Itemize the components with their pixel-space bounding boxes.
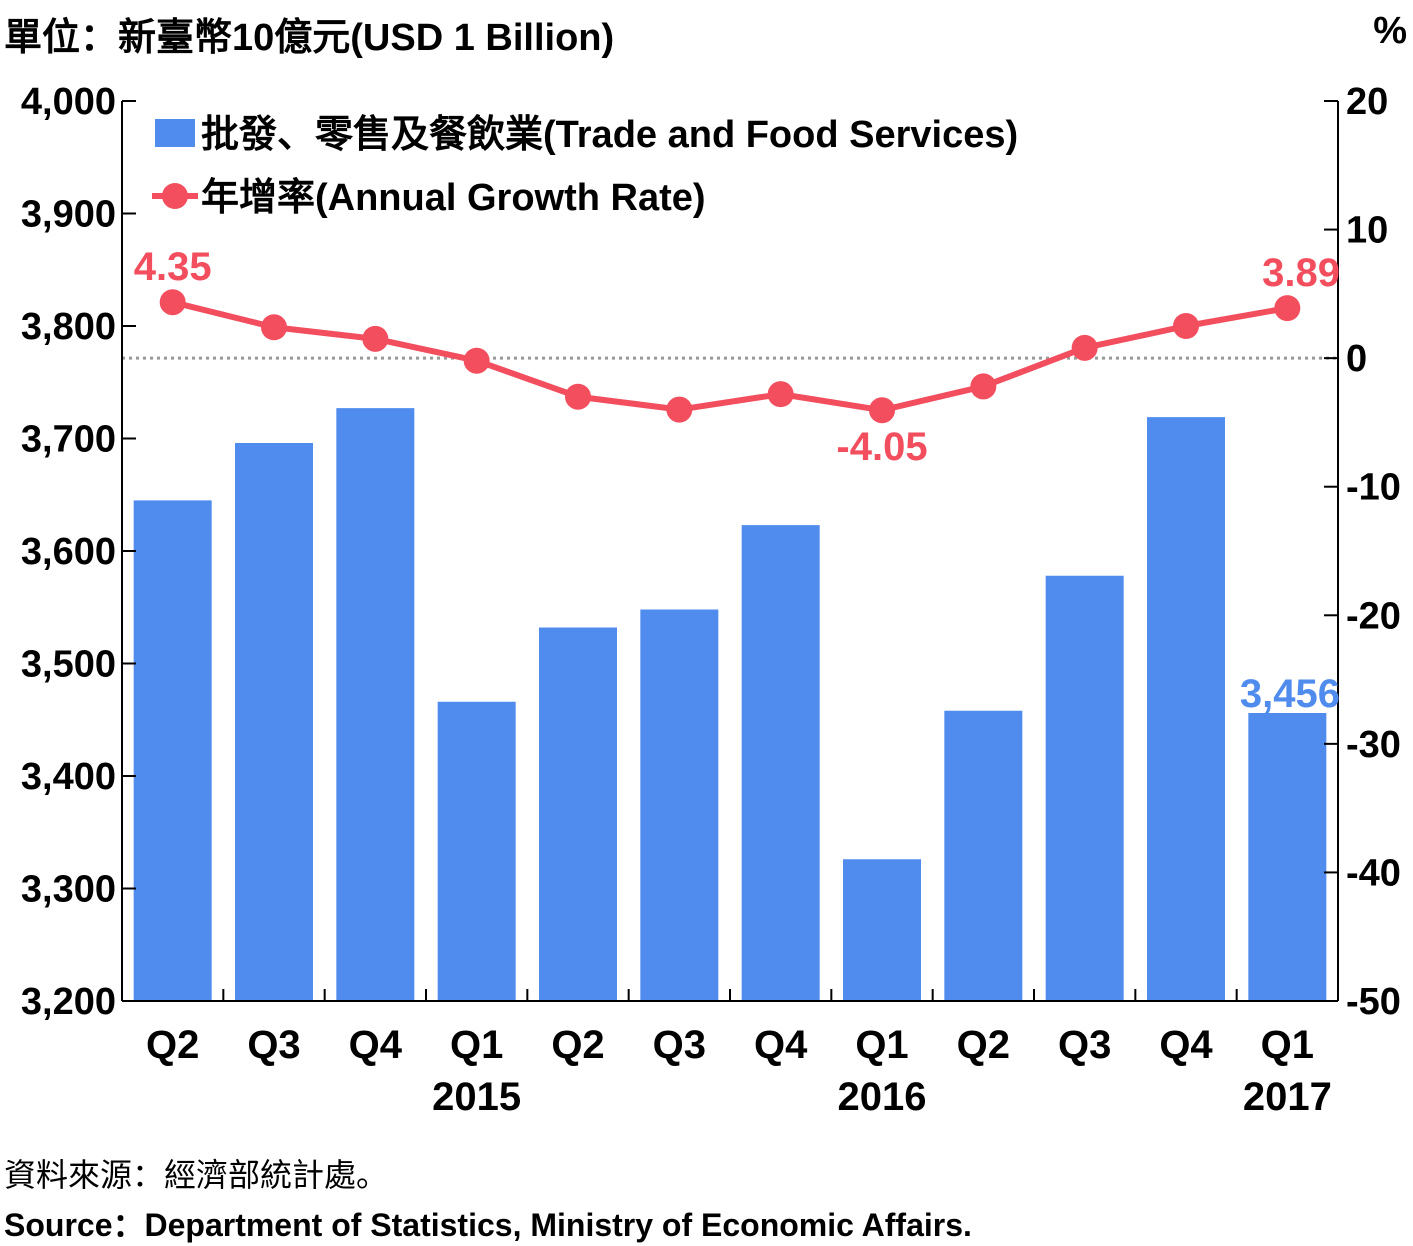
right-tick-label: -40 (1346, 852, 1401, 894)
right-tick-label: 0 (1346, 338, 1367, 380)
bar (640, 609, 719, 1001)
left-tick-label: 3,500 (21, 644, 116, 686)
right-tick-label: 20 (1346, 81, 1388, 123)
right-axis-unit: % (1373, 10, 1407, 52)
growth-data-label: -4.05 (836, 425, 927, 469)
right-tick-label: -50 (1346, 981, 1401, 1023)
left-tick-label: 3,200 (21, 981, 116, 1023)
right-tick-label: 10 (1346, 210, 1388, 252)
source-english: Source：Department of Statistics, Ministr… (4, 1207, 972, 1243)
growth-rate-point (261, 314, 287, 341)
left-tick-label: 3,400 (21, 756, 116, 798)
year-label: 2016 (838, 1075, 927, 1119)
growth-rate-point (666, 396, 693, 423)
category-label: Q4 (1159, 1023, 1213, 1067)
right-tick-label: -20 (1346, 595, 1401, 637)
category-label: Q2 (957, 1023, 1010, 1067)
category-label: Q4 (349, 1023, 403, 1067)
growth-rate-point (1274, 295, 1301, 322)
unit-label: 單位：新臺幣10億元(USD 1 Billion) (4, 17, 615, 59)
growth-rate-point (159, 289, 186, 316)
growth-rate-point (565, 383, 591, 410)
left-tick-label: 3,800 (21, 306, 116, 348)
right-tick-label: -30 (1346, 724, 1401, 766)
growth-rate-point (1071, 334, 1098, 361)
bar (539, 627, 617, 1001)
growth-rate-point (767, 381, 794, 408)
bar (437, 701, 516, 1001)
legend-bar-label: 批發、零售及餐飲業(Trade and Food Services) (201, 114, 1018, 156)
bar (741, 525, 820, 1001)
growth-rate-point (869, 397, 895, 424)
category-label: Q2 (146, 1023, 199, 1067)
legend-bar-swatch (155, 119, 195, 147)
category-label: Q3 (247, 1023, 300, 1067)
bar-data-label: 3,456 (1240, 672, 1340, 716)
category-label: Q1 (1261, 1023, 1314, 1067)
bar (1248, 713, 1327, 1001)
category-label: Q2 (551, 1023, 604, 1067)
category-label: Q3 (1058, 1023, 1111, 1067)
right-tick-label: -10 (1346, 467, 1401, 509)
growth-rate-point (1173, 313, 1199, 339)
left-tick-label: 3,900 (21, 194, 116, 236)
bar (336, 408, 415, 1001)
legend-line-label: 年增率(Annual Growth Rate) (201, 177, 706, 219)
growth-rate-line (171, 299, 1288, 414)
year-label: 2017 (1243, 1075, 1332, 1119)
left-tick-label: 3,300 (21, 869, 116, 911)
growth-rate-point (463, 347, 490, 374)
source-chinese: 資料來源：經濟部統計處。 (4, 1157, 389, 1193)
left-tick-label: 3,600 (21, 531, 116, 573)
bar (133, 500, 212, 1001)
bar (1147, 417, 1225, 1001)
bar (843, 859, 921, 1001)
growth-rate-point (362, 325, 389, 352)
bar (1045, 575, 1124, 1001)
growth-data-label: 3.89 (1262, 251, 1340, 295)
growth-rate-point (970, 373, 997, 400)
left-tick-label: 3,700 (21, 419, 116, 461)
year-label: 2015 (432, 1075, 521, 1119)
bar (235, 443, 313, 1001)
legend-line-marker (162, 183, 188, 209)
category-label: Q4 (754, 1023, 808, 1067)
left-tick-label: 4,000 (21, 81, 116, 123)
category-label: Q1 (855, 1023, 908, 1067)
growth-data-label: 4.35 (134, 245, 212, 289)
category-label: Q1 (450, 1023, 503, 1067)
category-label: Q3 (653, 1023, 706, 1067)
bar (944, 710, 1023, 1001)
